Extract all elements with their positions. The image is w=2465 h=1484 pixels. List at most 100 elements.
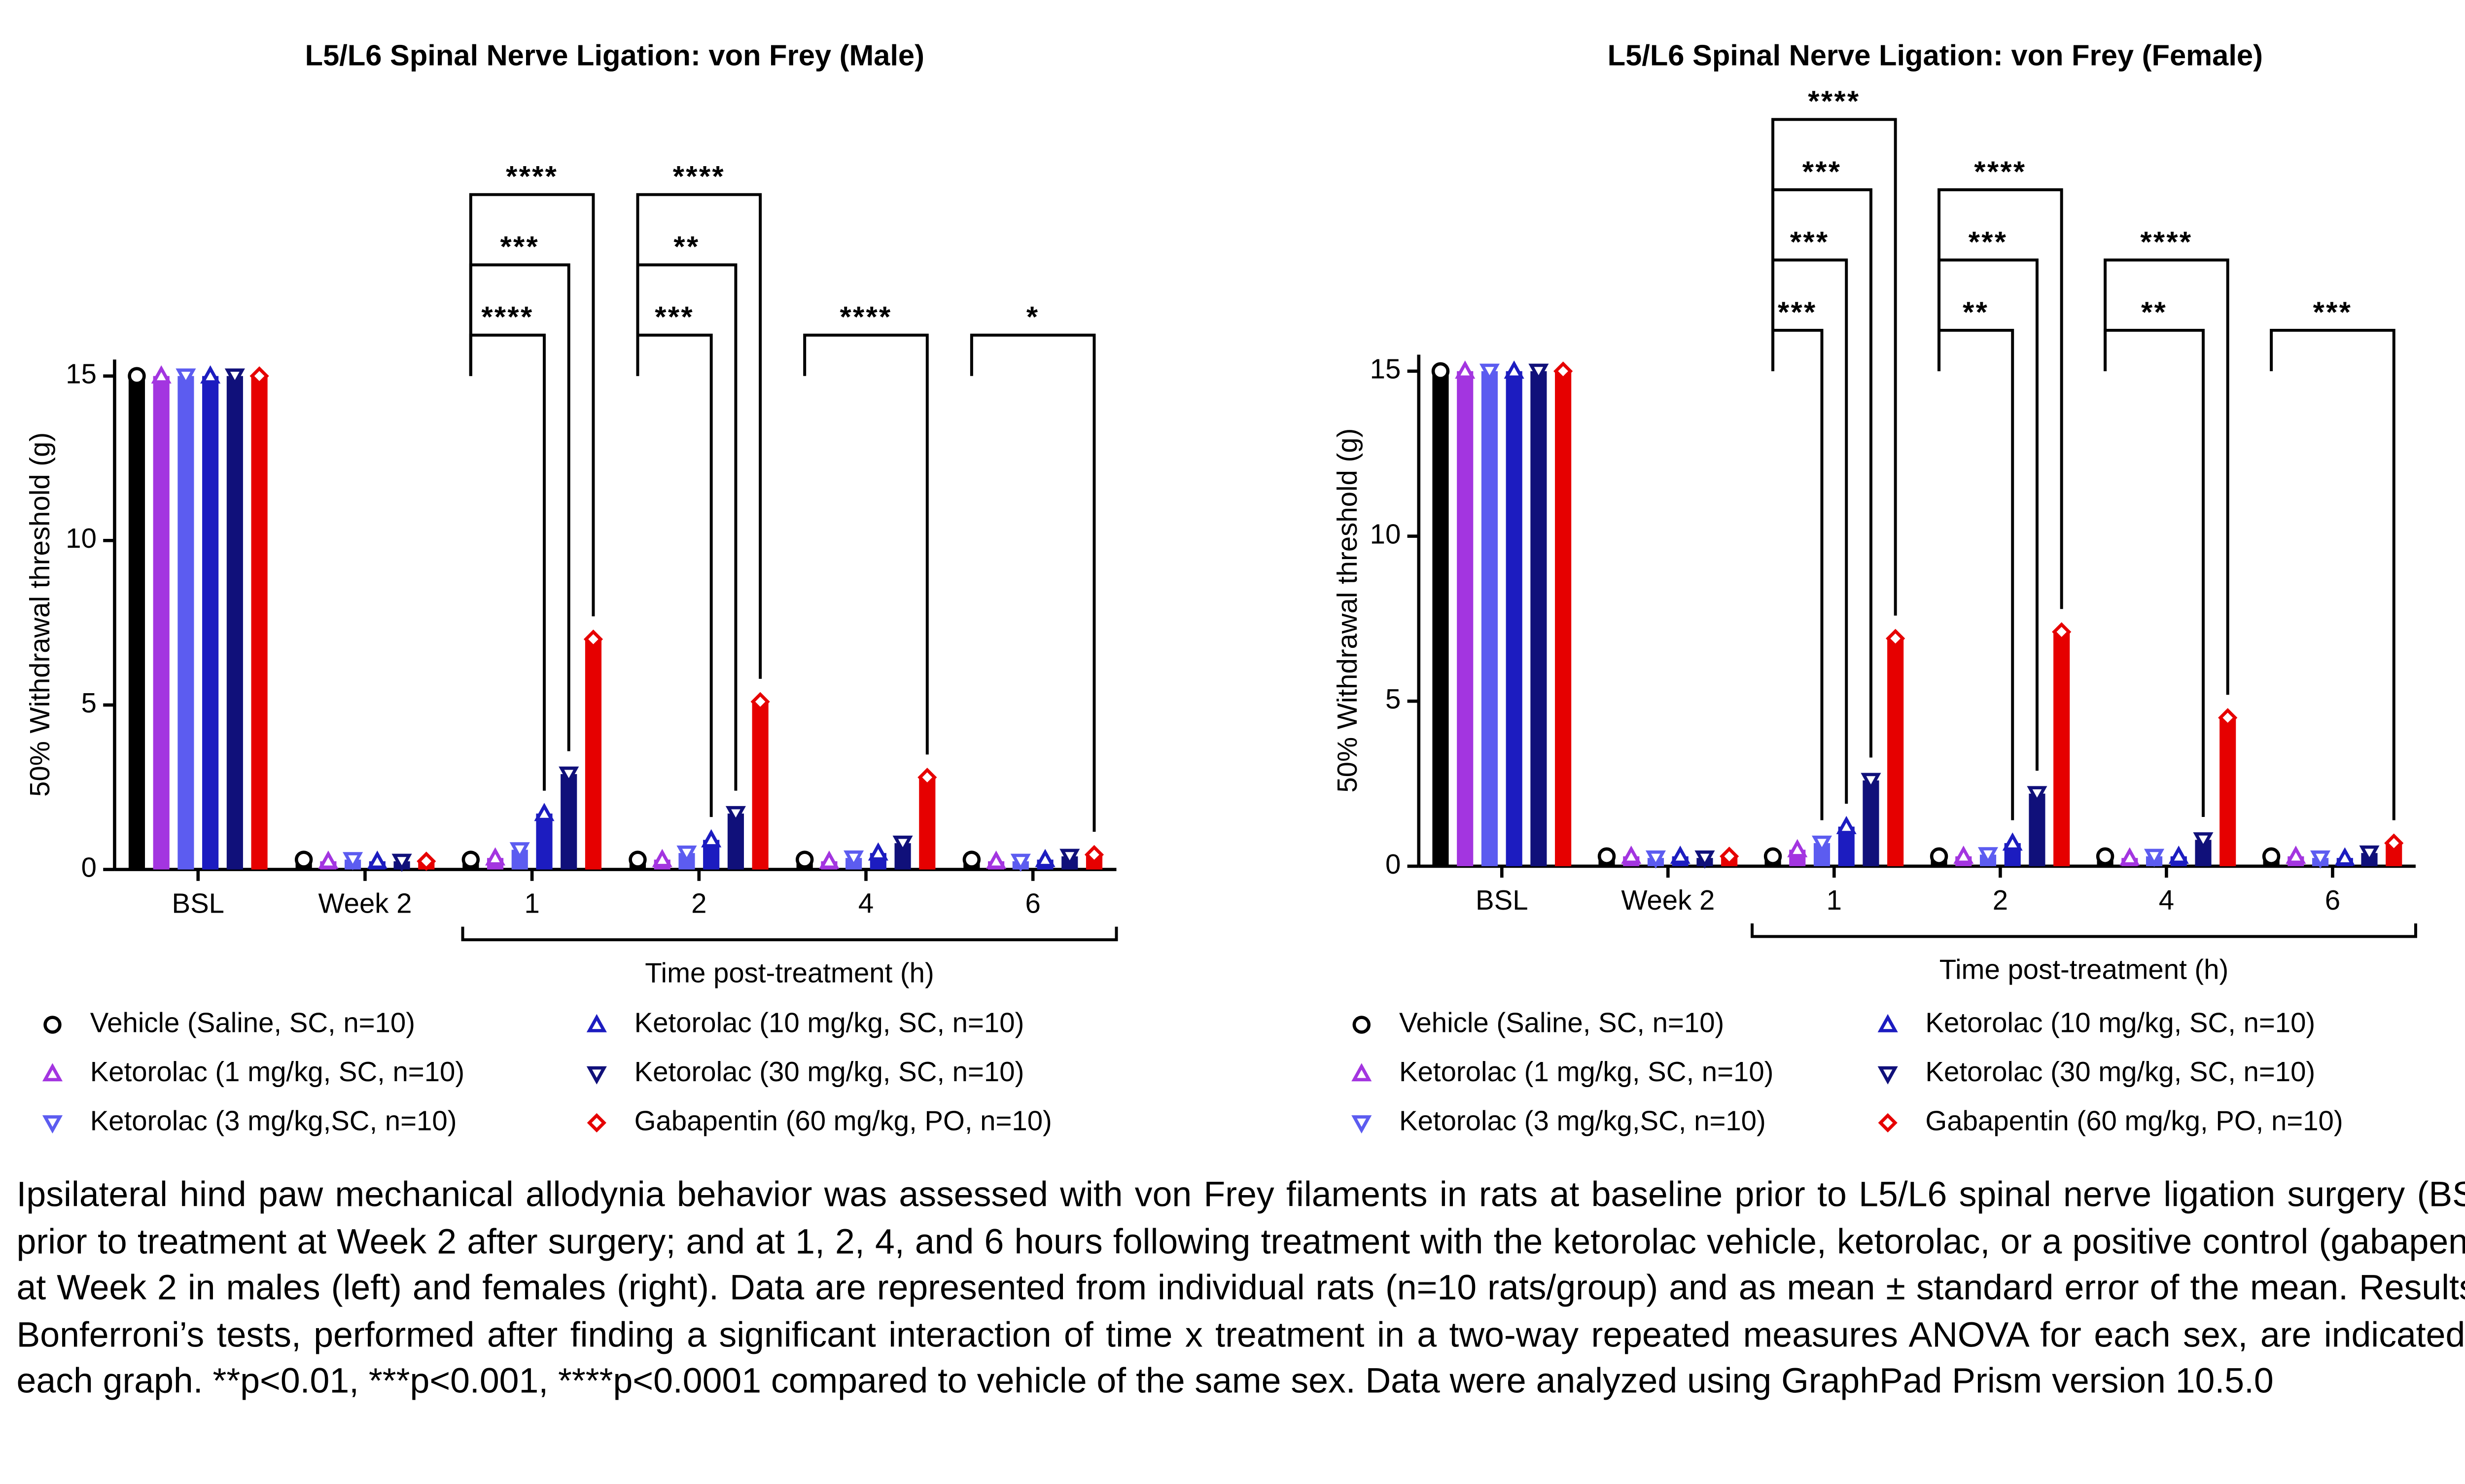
- mean-marker: [176, 368, 196, 387]
- y-tick-label: 0: [81, 851, 97, 883]
- significance-bracket: [1771, 118, 1897, 616]
- mean-marker: [1059, 848, 1080, 867]
- significance-label: ****: [673, 160, 725, 193]
- bar: [1863, 780, 1879, 866]
- mean-marker: [1084, 845, 1104, 865]
- mean-marker: [1455, 360, 1476, 379]
- mean-marker: [1621, 846, 1642, 864]
- mean-marker: [534, 803, 555, 821]
- legend-label: Ketorolac (1 mg/kg, SC, n=10): [90, 1056, 464, 1087]
- caption-box: Ipsilateral hind paw mechanical allodyni…: [16, 1173, 2465, 1402]
- bar: [1555, 371, 1572, 866]
- bar: [128, 376, 145, 870]
- bar: [1530, 371, 1547, 866]
- significance-label: **: [1963, 295, 1989, 328]
- significance-bracket: [1771, 328, 1824, 820]
- mean-marker: [1763, 847, 1782, 866]
- mean-marker: [892, 835, 913, 854]
- time-bracket: [461, 926, 1118, 942]
- caption: Ipsilateral hind paw mechanical allodyni…: [16, 1173, 2465, 1402]
- mean-marker: [583, 629, 603, 649]
- mean-marker: [559, 766, 579, 785]
- mean-marker: [461, 850, 480, 869]
- legend-label: Vehicle (Saline, SC, n=10): [1399, 1007, 1724, 1038]
- bar: [585, 639, 602, 870]
- mean-marker: [1553, 361, 1573, 381]
- mean-marker: [1720, 847, 1739, 866]
- y-tick-label: 5: [1385, 683, 1401, 714]
- significance-label: ***: [500, 230, 539, 263]
- mean-marker: [1886, 629, 1905, 648]
- x-tick-label: 2: [1993, 884, 2008, 916]
- bar: [1506, 371, 1522, 866]
- legend-marker: [1877, 1014, 1898, 1032]
- mean-marker: [485, 847, 506, 866]
- mean-marker: [2286, 846, 2306, 864]
- significance-label: ****: [1808, 85, 1860, 118]
- mean-marker: [725, 806, 746, 824]
- significance-label: ****: [1974, 155, 2026, 188]
- significance-bracket: [2270, 328, 2395, 820]
- mean-marker: [2193, 832, 2214, 851]
- mean-marker: [151, 365, 172, 384]
- x-tick-label: 1: [524, 887, 539, 919]
- mean-marker: [844, 850, 864, 869]
- x-tick-label: BSL: [1476, 884, 1528, 916]
- mean-marker: [701, 829, 722, 848]
- mean-marker: [676, 845, 697, 864]
- significance-label: ****: [481, 300, 533, 333]
- legend-label: Ketorolac (1 mg/kg, SC, n=10): [1399, 1056, 1773, 1087]
- x-tick-label: 4: [2159, 884, 2174, 916]
- mean-marker: [1977, 847, 1999, 866]
- mean-marker: [2052, 622, 2072, 642]
- significance-bracket: [1937, 258, 2039, 771]
- bar: [1457, 371, 1474, 866]
- y-tick-label: 0: [1385, 848, 1401, 880]
- significance-bracket: [803, 333, 929, 755]
- mean-marker: [1431, 362, 1450, 380]
- significance-bracket: [2104, 328, 2205, 817]
- mean-marker: [2168, 846, 2189, 864]
- legend-marker: [42, 1115, 63, 1134]
- legend-label: Ketorolac (30 mg/kg, SC, n=10): [1925, 1056, 2315, 1087]
- chart-title: L5/L6 Spinal Nerve Ligation: von Frey (F…: [1608, 39, 2263, 72]
- legend-label: Ketorolac (3 mg/kg,SC, n=10): [90, 1105, 457, 1136]
- mean-marker: [819, 850, 840, 869]
- mean-marker: [1504, 360, 1524, 379]
- mean-marker: [2119, 847, 2140, 866]
- mean-marker: [750, 692, 770, 711]
- significance-bracket: [2104, 258, 2229, 695]
- significance-bracket: [636, 333, 713, 817]
- mean-marker: [2384, 833, 2404, 853]
- mean-marker: [1010, 853, 1031, 872]
- mean-marker: [629, 850, 647, 869]
- x-tick-label: 4: [858, 887, 874, 919]
- mean-marker: [2027, 786, 2047, 805]
- x-axis-label: Time post-treatment (h): [645, 957, 934, 988]
- mean-marker: [2144, 848, 2165, 867]
- legend-label: Ketorolac (10 mg/kg, SC, n=10): [1925, 1007, 2315, 1038]
- x-tick-label: 1: [1827, 884, 1842, 916]
- bar: [226, 376, 243, 870]
- legend-marker: [1351, 1063, 1372, 1082]
- y-tick-label: 10: [66, 523, 97, 554]
- x-tick-label: BSL: [172, 887, 225, 919]
- significance-bracket: [469, 193, 595, 617]
- legend-label: Vehicle (Saline, SC, n=10): [90, 1007, 415, 1038]
- mean-marker: [1645, 850, 1666, 869]
- y-axis-label: 50% Withdrawal threshold (g): [24, 432, 55, 797]
- significance-bracket: [1771, 258, 1848, 804]
- y-tick-label: 10: [1370, 518, 1401, 549]
- mean-marker: [795, 850, 814, 869]
- y-tick-label: 15: [1370, 353, 1401, 385]
- mean-marker: [868, 842, 888, 861]
- mean-marker: [1670, 846, 1690, 864]
- mean-marker: [2262, 847, 2281, 866]
- legend-marker: [1352, 1016, 1371, 1034]
- mean-marker: [2218, 708, 2238, 728]
- mean-marker: [509, 842, 530, 861]
- legend-marker: [1877, 1066, 1898, 1085]
- mean-marker: [1861, 773, 1881, 791]
